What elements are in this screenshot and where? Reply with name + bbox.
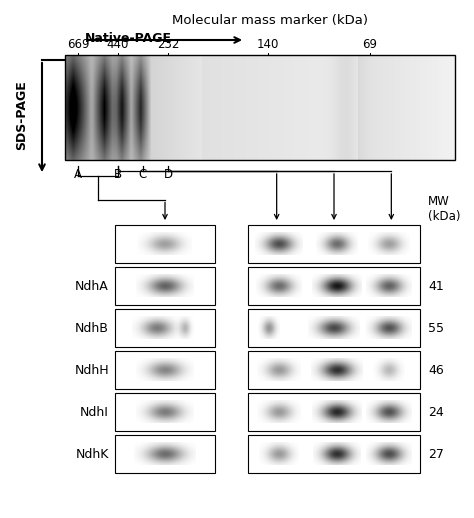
Text: B: B bbox=[114, 168, 122, 181]
Text: 669: 669 bbox=[67, 38, 89, 51]
Text: MW
(kDa): MW (kDa) bbox=[428, 195, 461, 223]
Text: NdhA: NdhA bbox=[75, 280, 109, 293]
Bar bbox=[115, 393, 215, 431]
Bar bbox=[248, 309, 420, 347]
Bar bbox=[115, 267, 215, 305]
Bar bbox=[65, 55, 455, 160]
Text: D: D bbox=[164, 168, 173, 181]
Text: 46: 46 bbox=[428, 364, 444, 377]
Text: 69: 69 bbox=[363, 38, 377, 51]
Text: 140: 140 bbox=[257, 38, 279, 51]
Bar bbox=[248, 351, 420, 389]
Text: 41: 41 bbox=[428, 280, 444, 293]
Text: 232: 232 bbox=[157, 38, 179, 51]
Bar bbox=[115, 351, 215, 389]
Text: 27: 27 bbox=[428, 448, 444, 461]
Bar bbox=[248, 393, 420, 431]
Text: Molecular mass marker (kDa): Molecular mass marker (kDa) bbox=[172, 14, 368, 27]
Text: NdhH: NdhH bbox=[74, 364, 109, 377]
Bar bbox=[248, 435, 420, 473]
Text: 440: 440 bbox=[107, 38, 129, 51]
Text: NdhB: NdhB bbox=[75, 322, 109, 335]
Text: C: C bbox=[139, 168, 147, 181]
Text: Native-PAGE: Native-PAGE bbox=[85, 32, 172, 45]
Text: NdhI: NdhI bbox=[80, 406, 109, 419]
Text: A: A bbox=[74, 168, 82, 181]
Bar bbox=[115, 309, 215, 347]
Bar bbox=[248, 267, 420, 305]
Text: 24: 24 bbox=[428, 406, 444, 419]
Bar bbox=[115, 435, 215, 473]
Bar bbox=[248, 225, 420, 263]
Text: 55: 55 bbox=[428, 322, 444, 335]
Bar bbox=[115, 225, 215, 263]
Text: NdhK: NdhK bbox=[76, 448, 109, 461]
Text: SDS-PAGE: SDS-PAGE bbox=[16, 80, 28, 150]
